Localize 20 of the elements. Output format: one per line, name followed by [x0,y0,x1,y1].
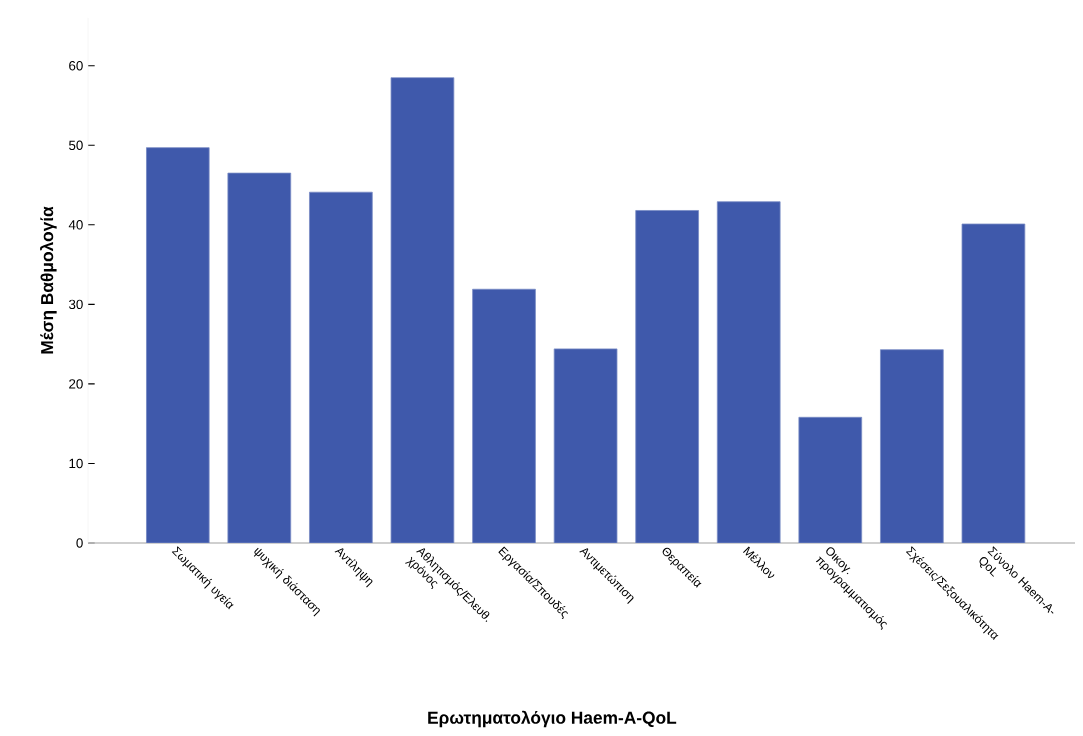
bar [309,191,373,543]
y-tick-label: 50 [69,140,83,150]
y-tick-label: 40 [68,220,83,230]
y-tick-label: 0 [76,538,83,548]
y-tick-label: 60 [69,61,83,71]
bar [716,201,781,543]
bar [390,77,455,543]
y-tick-label: 30 [68,299,83,310]
y-axis-title: Μέση Βαθμολογία [40,206,57,354]
bar [145,147,210,543]
y-tick-label: 10 [69,458,83,469]
bar [961,223,1026,543]
bar [227,172,292,543]
y-tick-label: 20 [69,379,83,389]
bar [472,288,536,543]
bar [553,348,618,543]
x-axis-title: Ερωτηματολόγιο Haem-A-QoL [428,710,677,728]
bar [635,210,699,543]
bar [880,349,944,543]
bar [798,416,863,543]
